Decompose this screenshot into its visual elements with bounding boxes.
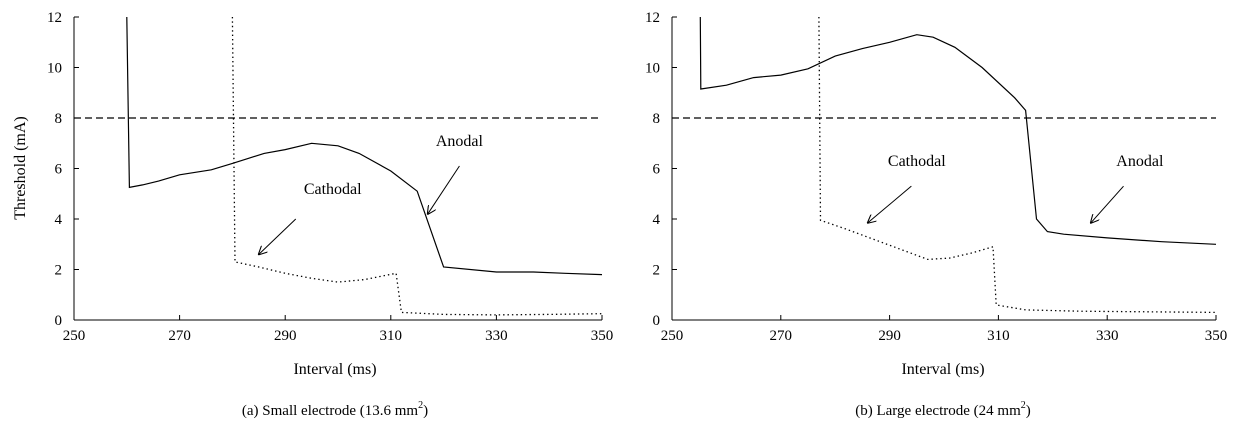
panel-a-plot: 250 270 290 310 330 350 0 2 4 6 8 10 12 Anodal Cathoda… xyxy=(47,10,613,344)
panel-a-y-tick-label: 0 xyxy=(55,313,63,329)
panel-a-y-tick-label: 6 xyxy=(55,162,63,178)
panel-a-annotation-cathodal: Cathodal xyxy=(304,181,362,198)
panel-b-annotation-anodal: Anodal xyxy=(1116,153,1164,170)
panel-b-y-tick-label: 0 xyxy=(653,313,661,329)
panel-a-x-tick-label: 330 xyxy=(485,328,508,344)
panel-a-series-anodal-line xyxy=(126,16,603,276)
panel-b-x-tick-label: 250 xyxy=(661,328,684,344)
panel-b-x-tick-label: 310 xyxy=(987,328,1010,344)
panel-a-series-cathodal-line xyxy=(231,16,603,316)
panel-b-plot: 250 270 290 310 330 350 0 2 4 6 8 10 12 Anodal Cathoda… xyxy=(645,10,1227,344)
panel-b-x-tick-label: 350 xyxy=(1205,328,1228,344)
panel-a-y-tick-label: 2 xyxy=(55,263,63,279)
panel-a-caption: (a) Small electrode (13.6 mm2) xyxy=(242,400,428,419)
panel-b: 250 270 290 310 330 350 0 2 4 6 8 10 12 Anodal Cathoda… xyxy=(645,10,1227,419)
panel-b-x-axis-label: Interval (ms) xyxy=(901,361,984,378)
panel-b-x-tick-label: 330 xyxy=(1096,328,1119,344)
panel-a-y-tick-label: 8 xyxy=(55,111,63,127)
panel-a-x-tick-label: 270 xyxy=(168,328,191,344)
panel-a-annotation-arrow-anodal xyxy=(428,165,460,214)
panel-a-y-tick-label: 12 xyxy=(47,10,62,26)
panel-b-y-tick-label: 4 xyxy=(653,212,661,228)
panel-a-annotation-arrow-cathodal xyxy=(259,218,297,254)
panel-a-y-tick-label: 10 xyxy=(47,61,62,77)
panel-a-annotation-anodal: Anodal xyxy=(436,133,484,150)
panel-a-y-tick-label: 4 xyxy=(55,212,63,228)
panel-a-x-tick-label: 350 xyxy=(591,328,614,344)
panel-b-annotation-arrow-cathodal xyxy=(868,185,912,223)
panel-b-y-tick-label: 6 xyxy=(653,162,661,178)
panel-a-x-tick-label: 250 xyxy=(63,328,86,344)
panel-b-annotation-arrow-anodal xyxy=(1091,185,1124,223)
panel-b-x-tick-label: 290 xyxy=(878,328,901,344)
panel-b-annotation-cathodal: Cathodal xyxy=(888,153,946,170)
panel-b-caption: (b) Large electrode (24 mm2) xyxy=(855,400,1030,419)
panel-a: 250 270 290 310 330 350 0 2 4 6 8 10 12 Anodal Cathoda… xyxy=(12,10,613,419)
panel-a-x-tick-label: 290 xyxy=(274,328,297,344)
panel-b-y-tick-label: 10 xyxy=(645,61,660,77)
panel-a-x-tick-label: 310 xyxy=(380,328,403,344)
panel-b-series-anodal-line xyxy=(699,16,1217,245)
panel-b-y-tick-label: 8 xyxy=(653,111,661,127)
panel-a-x-axis-label: Interval (ms) xyxy=(293,361,376,378)
panel-b-x-tick-label: 270 xyxy=(770,328,793,344)
panel-b-y-tick-label: 2 xyxy=(653,263,661,279)
panel-a-y-axis-label: Threshold (mA) xyxy=(12,116,29,220)
panel-b-y-tick-label: 12 xyxy=(645,10,660,26)
